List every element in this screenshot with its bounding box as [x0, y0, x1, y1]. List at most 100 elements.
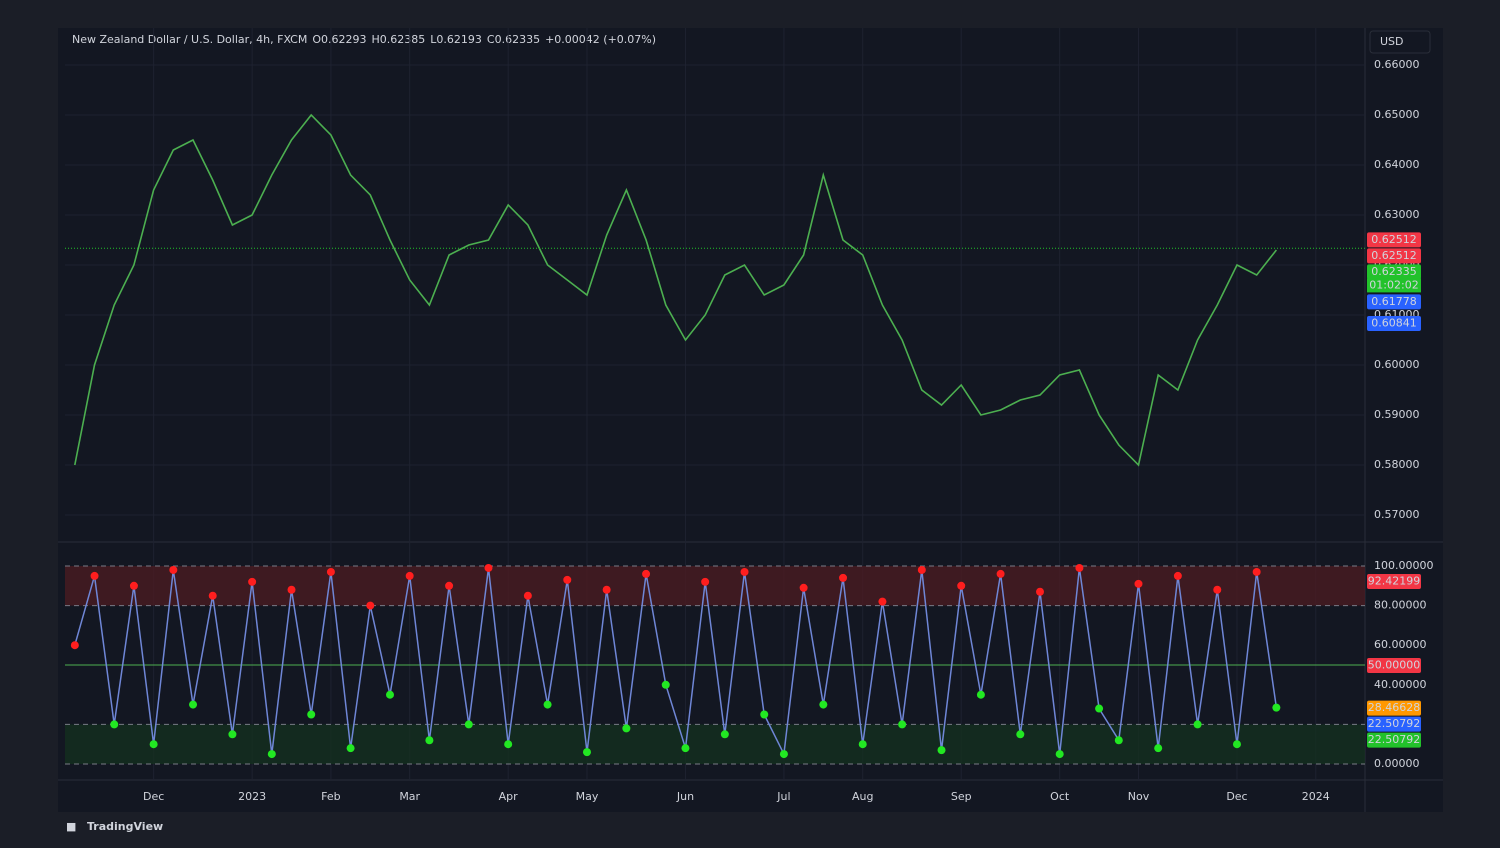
price-tag-label: 0.62512 — [1371, 249, 1417, 262]
x-tick-label: Mar — [399, 790, 420, 803]
y-tick-label: 0.65000 — [1374, 108, 1420, 121]
chart-panel — [58, 28, 1443, 812]
signal-dot — [799, 583, 808, 592]
header-item: L0.62193 — [430, 33, 482, 46]
header-item: +0.00042 (+0.07%) — [545, 33, 656, 46]
signal-dot — [642, 569, 651, 578]
signal-dot — [346, 744, 355, 753]
price-tag — [1367, 732, 1421, 748]
signal-dot — [681, 744, 690, 753]
x-tick-label: Feb — [321, 790, 340, 803]
x-tick-label: Dec — [1226, 790, 1247, 803]
price-tag-label: 92.42199 — [1368, 575, 1421, 588]
x-tick-label: Dec — [143, 790, 164, 803]
signal-dot — [445, 581, 454, 590]
y-tick-label: 0.63000 — [1374, 208, 1420, 221]
signal-dot — [1075, 563, 1084, 572]
signal-dot — [129, 581, 138, 590]
signal-dot — [1016, 730, 1025, 739]
signal-dot — [740, 567, 749, 576]
signal-dot — [70, 641, 79, 650]
x-tick-label: Aug — [852, 790, 873, 803]
signal-dot — [425, 736, 434, 745]
signal-dot — [1272, 703, 1281, 712]
brand-logo: ■ — [66, 820, 76, 833]
y-tick-label: 0.66000 — [1374, 58, 1420, 71]
signal-dot — [760, 710, 769, 719]
y-tick-label: 0.58000 — [1374, 458, 1420, 471]
signal-dot — [582, 748, 591, 757]
signal-dot — [779, 750, 788, 759]
y-tick-label: 0.57000 — [1374, 508, 1420, 521]
signal-dot — [878, 597, 887, 606]
band — [65, 566, 1365, 606]
signal-dot — [898, 720, 907, 729]
signal-dot — [169, 565, 178, 574]
price-tag-label: 28.46628 — [1368, 701, 1421, 714]
signal-dot — [326, 567, 335, 576]
countdown-tag — [1367, 278, 1421, 293]
signal-dot — [917, 565, 926, 574]
price-tag-label: 22.50792 — [1368, 733, 1421, 746]
price-tag — [1367, 716, 1421, 732]
price-tag — [1367, 264, 1421, 280]
signal-dot — [1036, 587, 1044, 596]
signal-dot — [464, 720, 473, 729]
price-tag-label: 0.60841 — [1371, 316, 1417, 329]
countdown-label: 01:02:02 — [1369, 278, 1418, 291]
x-tick-label: Sep — [951, 790, 972, 803]
signal-dot — [858, 740, 867, 749]
price-tag-label: 22.50792 — [1368, 717, 1421, 730]
x-tick-label: Jul — [776, 790, 790, 803]
signal-dot — [504, 740, 513, 749]
y-tick-label: 80.00000 — [1374, 599, 1427, 612]
header-item: H0.62385 — [372, 33, 426, 46]
price-tag — [1367, 658, 1421, 673]
signal-dot — [976, 690, 985, 699]
y-tick-label: 0.00000 — [1374, 757, 1420, 770]
currency-box[interactable] — [1369, 30, 1431, 54]
signal-dot — [307, 710, 316, 719]
brand: TradingView — [87, 820, 163, 833]
price-tag-label: 50.00000 — [1368, 659, 1421, 672]
signal-dot — [386, 690, 394, 699]
signal-dot — [819, 700, 828, 709]
oscillator-line — [74, 567, 1278, 757]
signal-dot — [661, 680, 670, 689]
currency-label: USD — [1380, 35, 1404, 48]
signal-dot — [720, 730, 729, 739]
header-item: O0.62293 — [312, 33, 366, 46]
y-tick-label: 100.00000 — [1374, 559, 1434, 572]
signal-dot — [484, 563, 493, 572]
signal-dot — [208, 591, 217, 600]
signal-dot — [1252, 567, 1261, 576]
price-tag — [1367, 315, 1421, 331]
signal-dot — [839, 573, 848, 582]
y-tick-label: 60.00000 — [1374, 638, 1427, 651]
signal-dot — [366, 601, 375, 610]
x-tick-label: 2023 — [238, 790, 266, 803]
band — [65, 724, 1365, 764]
signal-dot — [602, 585, 611, 594]
x-tick-label: Apr — [499, 790, 519, 803]
signal-dot — [189, 700, 198, 709]
price-tag — [1367, 232, 1421, 248]
y-tick-label: 0.59000 — [1374, 408, 1420, 421]
signal-dot — [957, 581, 966, 590]
signal-dot — [543, 700, 552, 709]
signal-dot — [1173, 571, 1182, 580]
price-tag-label: 0.61778 — [1371, 295, 1417, 308]
signal-dot — [149, 740, 158, 749]
x-tick-label: May — [576, 790, 599, 803]
signal-dot — [1232, 740, 1241, 749]
price-line — [74, 113, 1278, 467]
y-tick-label: 40.00000 — [1374, 678, 1427, 691]
x-tick-label: 2024 — [1302, 790, 1330, 803]
signal-dot — [563, 575, 572, 584]
header-item: New Zealand Dollar / U.S. Dollar, 4h, FX… — [72, 33, 307, 46]
signal-dot — [1154, 744, 1163, 753]
signal-dot — [523, 591, 532, 600]
signal-dot — [267, 750, 276, 759]
price-tag-label: 0.62335 — [1371, 265, 1417, 278]
x-tick-label: Jun — [676, 790, 694, 803]
